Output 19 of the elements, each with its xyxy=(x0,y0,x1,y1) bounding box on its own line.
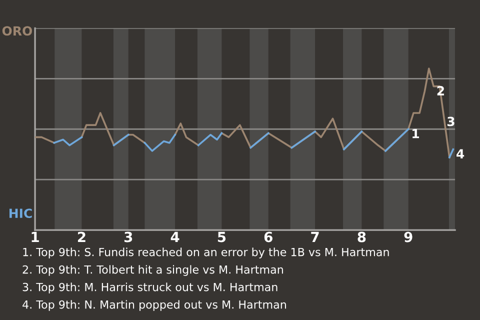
x-tick-label: 9 xyxy=(404,232,412,242)
text: HIC xyxy=(10,208,32,218)
x-tick-label: 7 xyxy=(311,232,319,242)
annotation: 4 xyxy=(456,149,464,158)
x-tick-label: 5 xyxy=(218,232,226,242)
x-tick-label: 1 xyxy=(32,232,39,242)
text: ORO xyxy=(2,26,32,36)
x-tick-label: 4 xyxy=(170,232,180,242)
annotation: 2 xyxy=(437,86,444,96)
text: 3. Top 9th: M. Harris struck out vs M. Hartman xyxy=(22,282,278,294)
annotation: 1 xyxy=(412,129,419,138)
x-tick-label: 3 xyxy=(124,232,132,242)
text: 1. Top 9th: S. Fundis reached on an error by the 1B vs M. Hartman xyxy=(23,248,389,258)
text: 2. Top 9th: T. Tolbert hit a single vs M. Hartman xyxy=(22,265,283,276)
x-tick-label: 8 xyxy=(358,232,366,242)
x-tick-label: 2 xyxy=(78,232,86,242)
x-tick-label: 6 xyxy=(264,232,272,242)
annotation: 3 xyxy=(447,116,454,126)
text: 4. Top 9th: N. Martin popped out vs M. Hartman xyxy=(22,300,286,311)
